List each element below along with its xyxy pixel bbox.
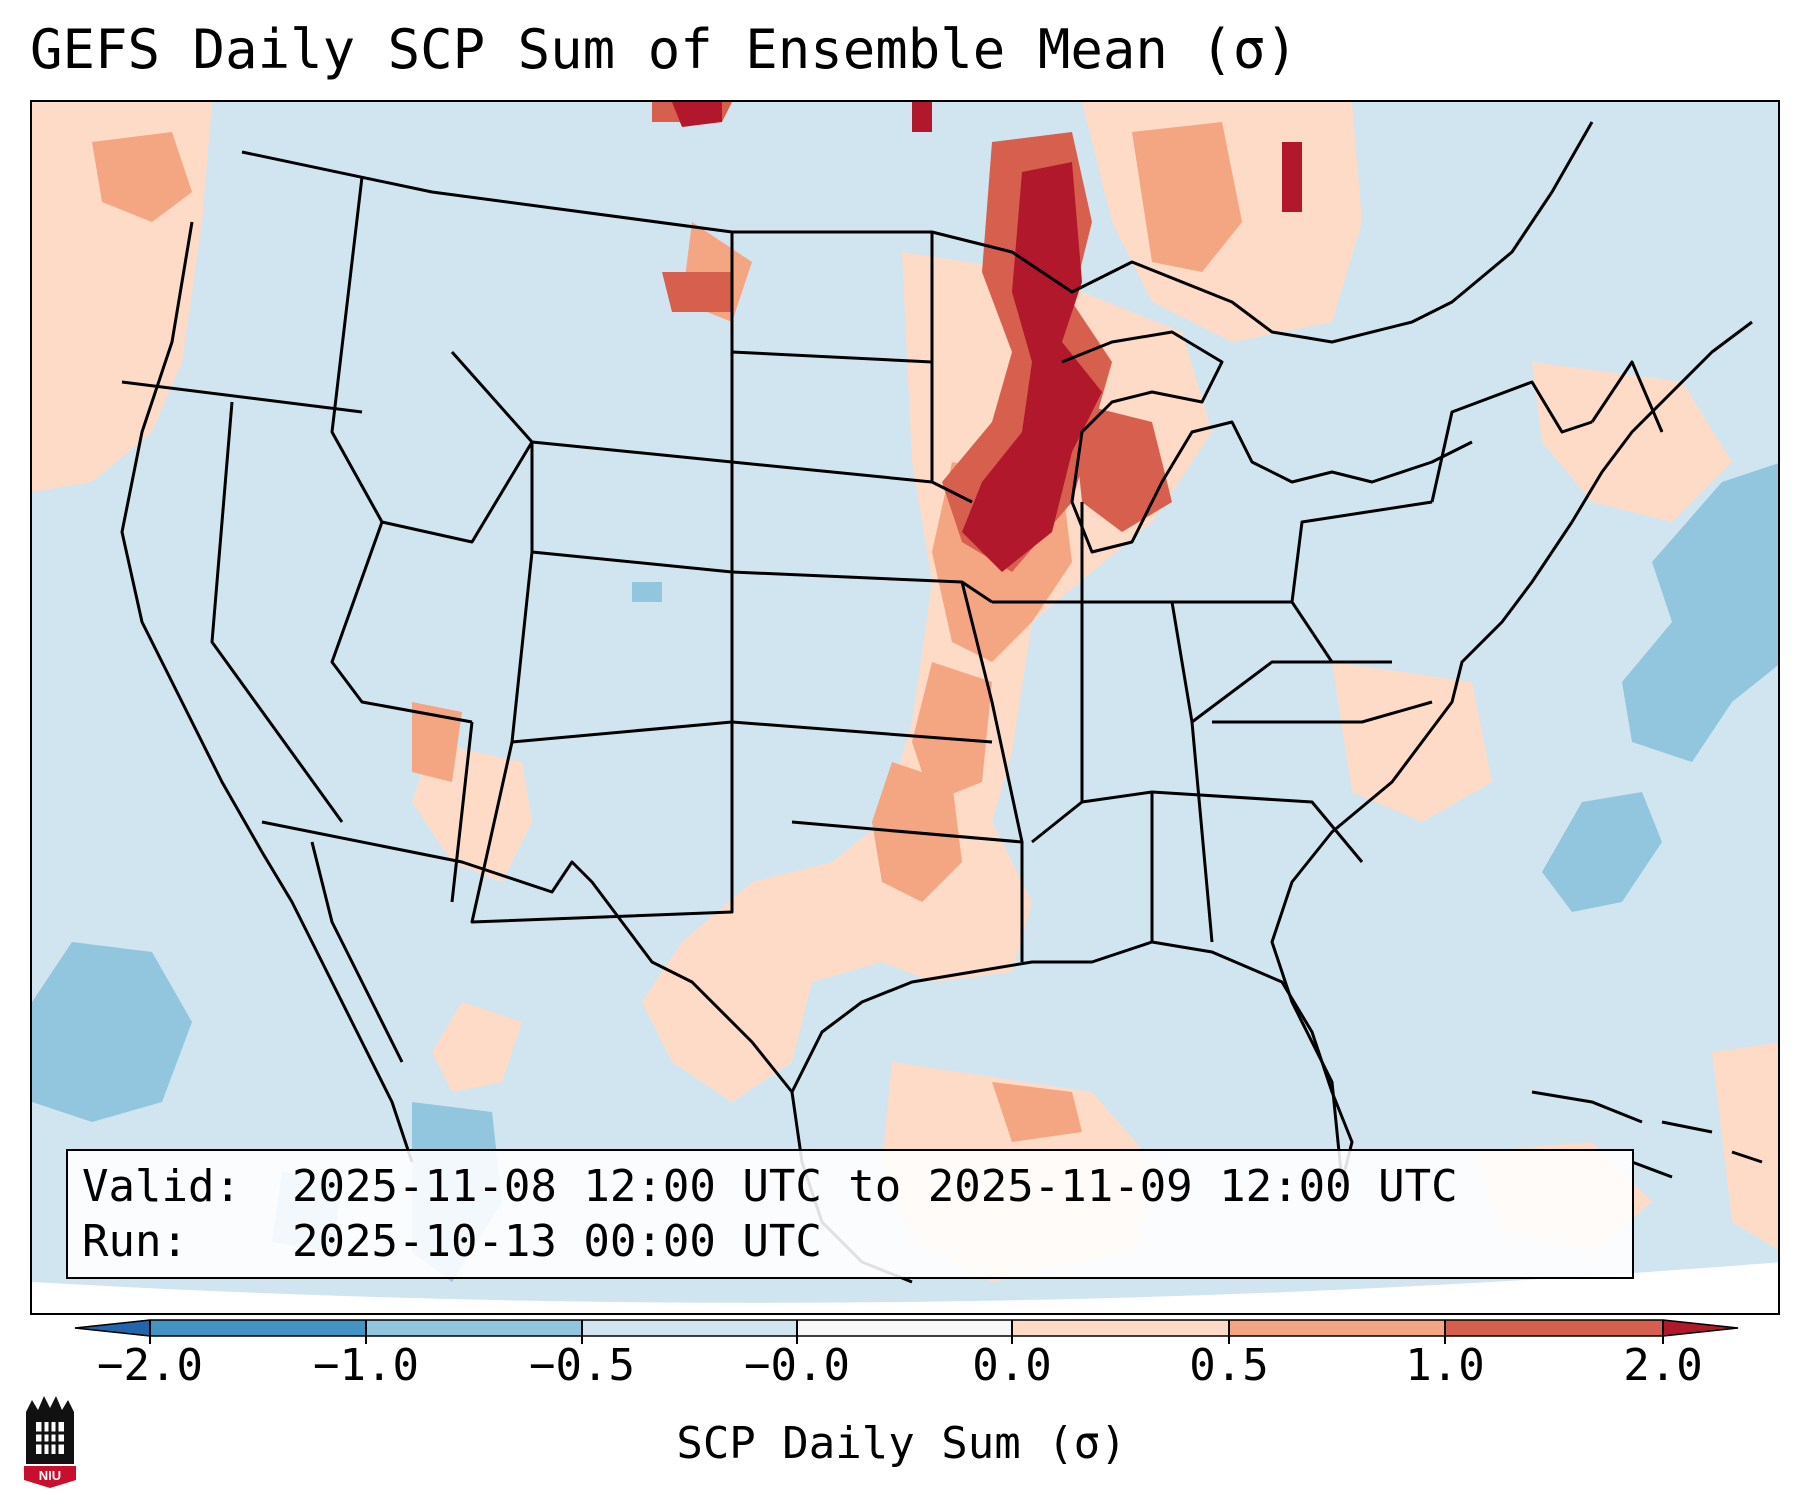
valid-value: 2025-11-08 12:00 UTC to 2025-11-09 12:00… [292,1161,1458,1212]
colorbar-bin [1012,1320,1229,1336]
colorbar-bin [582,1320,797,1336]
valid-label: Valid: [82,1161,241,1212]
validity-info-box: Valid: 2025-11-08 12:00 UTC to 2025-11-0… [66,1149,1634,1279]
colorbar-tick-label: −2.0 [97,1340,203,1391]
colorbar-tick-label: −1.0 [313,1340,419,1391]
niu-logo-text: NIU [39,1468,61,1483]
anomaly-max-positive [672,102,1302,572]
domain-edge [32,1262,1778,1313]
colorbar-extend-low [74,1319,151,1337]
colorbar-bin [366,1320,582,1336]
page-title: GEFS Daily SCP Sum of Ensemble Mean (σ) [30,18,1298,81]
colorbar-title: SCP Daily Sum (σ) [676,1418,1127,1469]
colorbar-bin [797,1320,1012,1336]
map-canvas [32,102,1778,1313]
colorbar-tick-label: 1.0 [1405,1340,1485,1391]
colorbar-tick-label: 2.0 [1623,1340,1703,1391]
map-panel[interactable] [30,100,1780,1315]
colorbar-bin [1445,1320,1663,1336]
colorbar-bin [150,1320,366,1336]
colorbar-tick-label: 0.5 [1189,1340,1269,1391]
colorbar [74,1319,1739,1344]
colorbar-bins [74,1319,1739,1337]
run-label: Run: [82,1216,188,1267]
colorbar-tick-label: 0.0 [972,1340,1052,1391]
run-value: 2025-10-13 00:00 UTC [292,1216,822,1267]
boundaries [120,121,1753,1284]
colorbar-bin [1229,1320,1445,1336]
run-row: Run: 2025-10-13 00:00 UTC [82,1214,1618,1269]
colorbar-ticks [149,1320,1664,1344]
valid-row: Valid: 2025-11-08 12:00 UTC to 2025-11-0… [82,1159,1618,1214]
colorbar-tick-label: −0.0 [744,1340,850,1391]
colorbar-tick-label: −0.5 [529,1340,635,1391]
colorbar-extend-high [1662,1319,1739,1337]
islands [1531,1090,1763,1179]
niu-logo-icon: NIU [24,1396,76,1488]
anomaly-light-positive [32,102,1778,1282]
